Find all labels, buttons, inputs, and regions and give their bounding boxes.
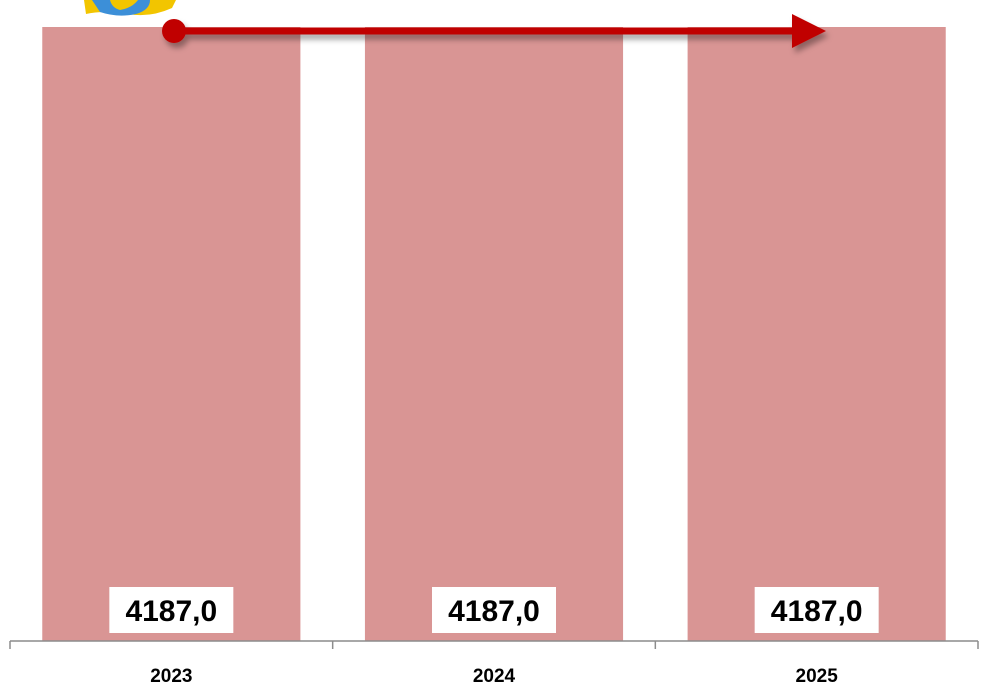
x-tick-label-2024: 2024 <box>473 666 516 687</box>
data-label-box <box>754 587 879 633</box>
data-label-box <box>109 587 234 633</box>
x-tick-label-2023: 2023 <box>150 666 192 687</box>
bar-2024 <box>364 27 624 641</box>
emblem-logo-icon <box>84 0 176 16</box>
bar-2023 <box>42 27 301 641</box>
data-label-box <box>432 587 556 633</box>
data-label-2023: 4187,0 <box>109 587 234 633</box>
data-label-text: 4187,0 <box>448 595 540 628</box>
data-label-2025: 4187,0 <box>754 587 879 633</box>
bar-2025 <box>687 27 946 641</box>
data-label-2024: 4187,0 <box>432 587 556 633</box>
x-tick-label-2025: 2025 <box>796 666 839 687</box>
trend-arrow-icon <box>162 14 826 48</box>
data-label-text: 4187,0 <box>771 595 863 628</box>
data-label-text: 4187,0 <box>125 595 217 628</box>
